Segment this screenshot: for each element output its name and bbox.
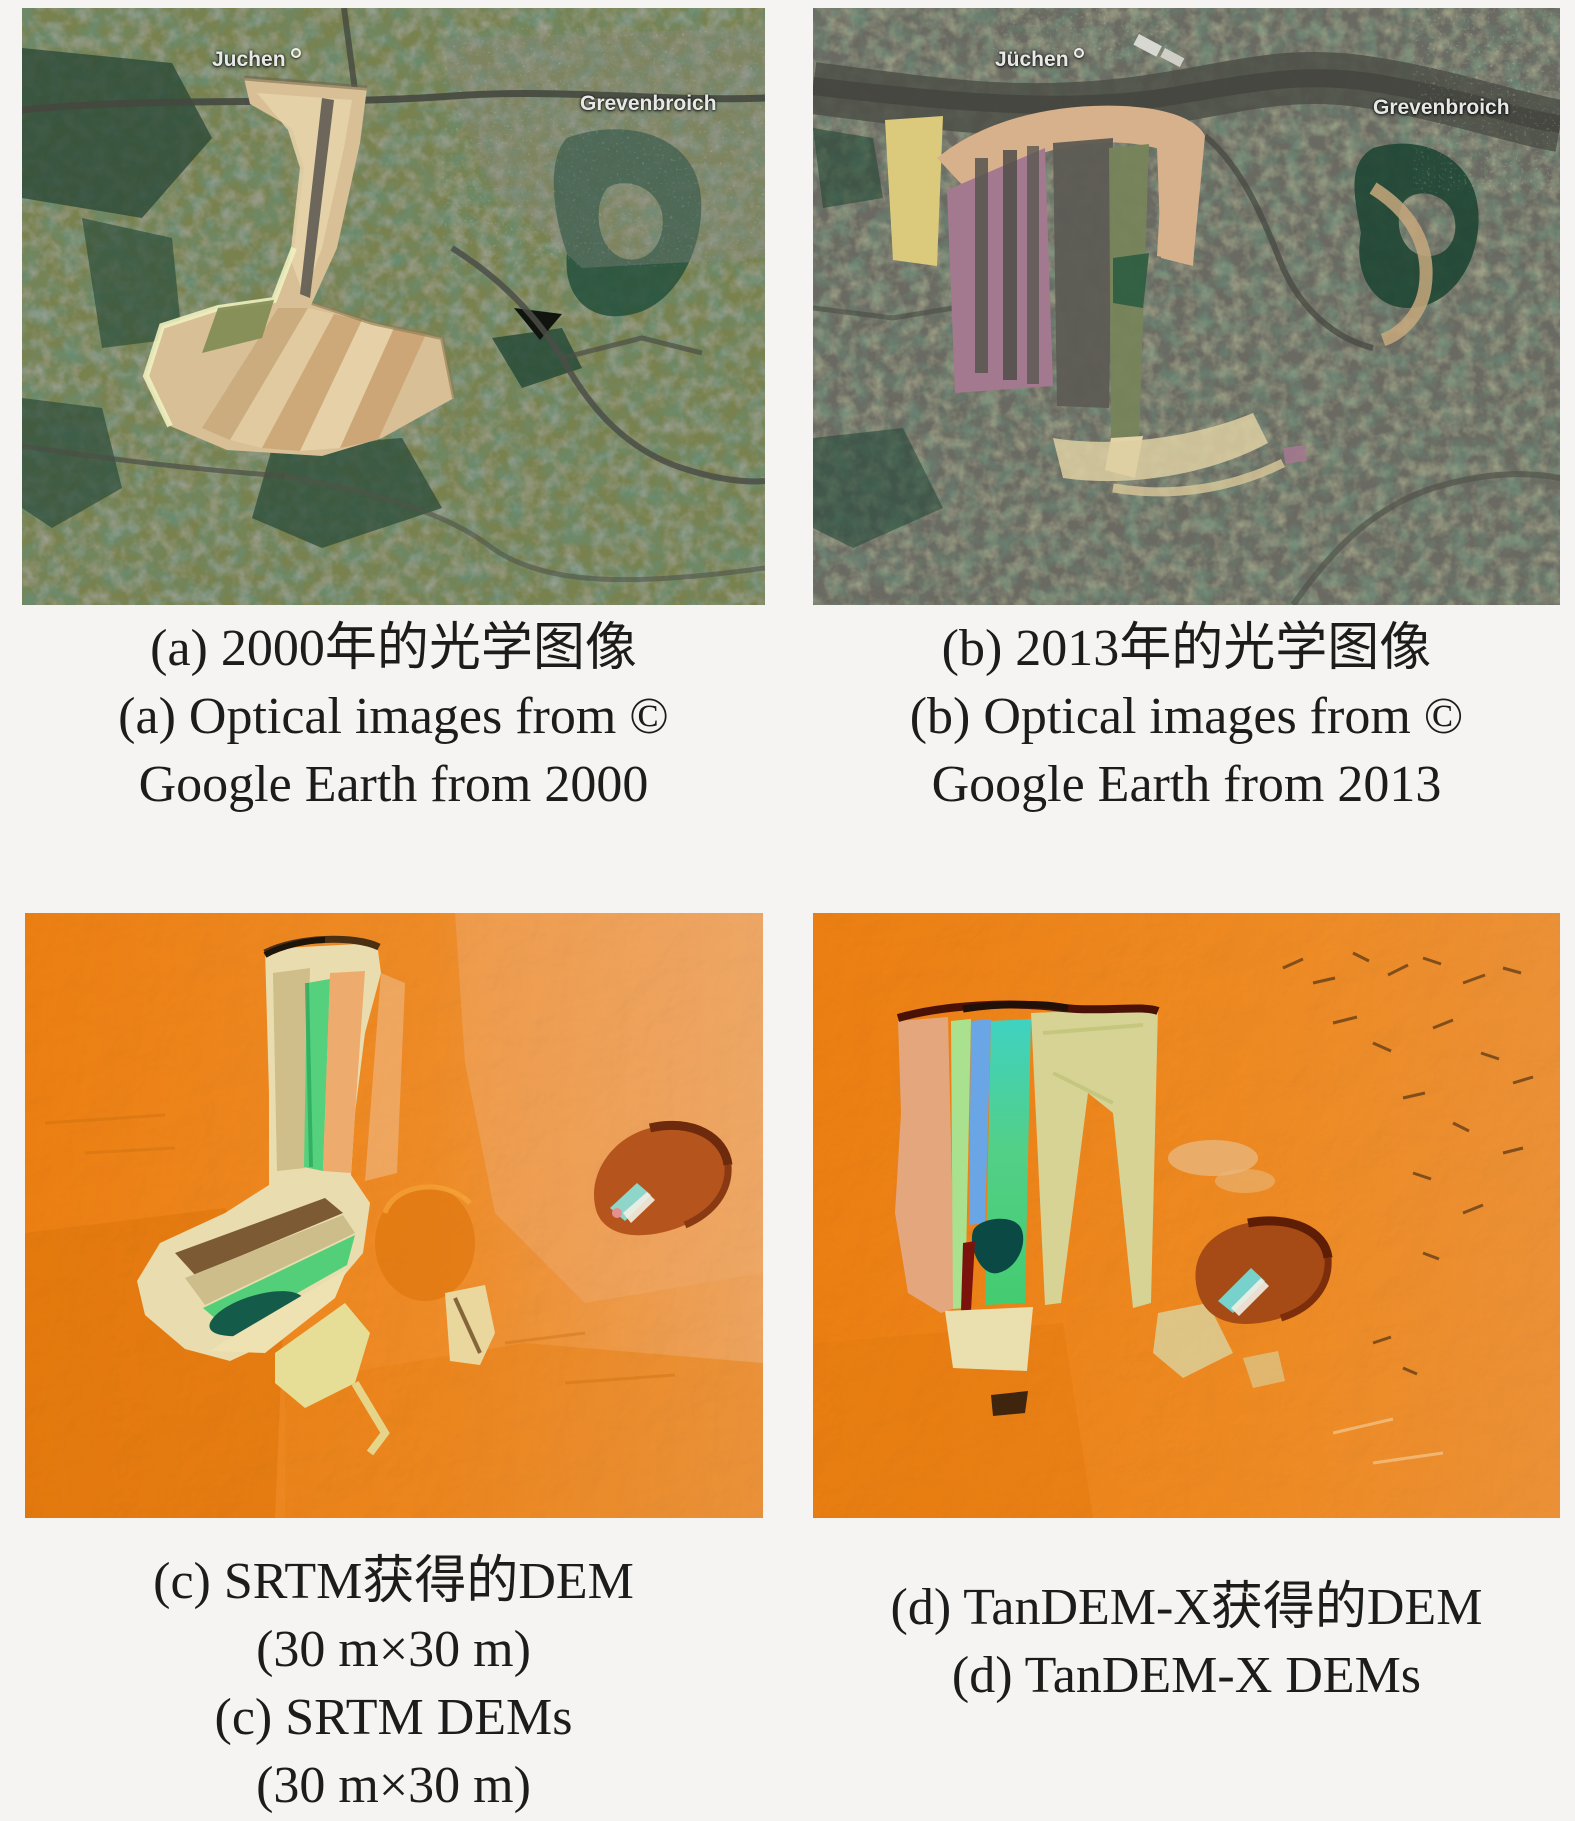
optical-image-2000-wrap: Juchen Grevenbroich <box>22 8 765 605</box>
panel-d: (d) TanDEM-X获得的DEM (d) TanDEM-X DEMs <box>813 913 1560 1820</box>
roads-2013 <box>813 8 1560 605</box>
srtm-features <box>374 1184 495 1365</box>
open-pit-mine-2013 <box>885 105 1433 497</box>
caption-c-line3: (c) SRTM DEMs <box>214 1689 573 1746</box>
tandemx-features <box>1153 1140 1444 1465</box>
map-label-juechen: Jüchen <box>995 48 1084 70</box>
open-pit-mine-2000 <box>142 75 456 456</box>
caption-c-line4: (30 m×30 m) <box>256 1757 531 1814</box>
optical-image-2013 <box>813 8 1560 605</box>
caption-a-line2: (a) Optical images from © <box>118 688 669 745</box>
map-label-juchen: Juchen <box>212 48 301 70</box>
caption-b-line1: (b) 2013年的光学图像 <box>941 620 1432 677</box>
optical-images-row: Juchen Grevenbroich (a) 2000年的光学图像 (a) O… <box>22 8 1560 819</box>
caption-b-line3: Google Earth from 2013 <box>931 756 1442 813</box>
tandemx-spoil-hill <box>1195 1216 1333 1324</box>
optical-image-2013-wrap: Jüchen Grevenbroich <box>813 8 1560 605</box>
terrain-scribbles <box>1282 951 1534 1376</box>
caption-c: (c) SRTM获得的DEM (30 m×30 m) (c) SRTM DEMs… <box>153 1548 634 1820</box>
caption-d-line1: (d) TanDEM-X获得的DEM <box>890 1579 1483 1636</box>
panel-a: Juchen Grevenbroich (a) 2000年的光学图像 (a) O… <box>22 8 765 819</box>
caption-d: (d) TanDEM-X获得的DEM (d) TanDEM-X DEMs <box>891 1574 1483 1710</box>
caption-a-line1: (a) 2000年的光学图像 <box>150 620 637 677</box>
tandemx-dem-wrap <box>813 913 1560 1518</box>
place-marker-icon <box>1073 48 1084 58</box>
optical-image-2000 <box>22 8 765 605</box>
tandemx-dem-image <box>813 913 1560 1518</box>
srtm-dem-image <box>24 913 763 1518</box>
panel-b: Jüchen Grevenbroich (b) 2013年的光学图像 (b) O… <box>813 8 1560 819</box>
caption-a-line3: Google Earth from 2000 <box>138 756 649 813</box>
caption-b-line2: (b) Optical images from © <box>909 688 1464 745</box>
caption-b: (b) 2013年的光学图像 (b) Optical images from ©… <box>910 615 1464 819</box>
srtm-dem-wrap <box>24 913 763 1518</box>
panel-c: (c) SRTM获得的DEM (30 m×30 m) (c) SRTM DEMs… <box>22 913 765 1820</box>
caption-d-line2: (d) TanDEM-X DEMs <box>951 1647 1422 1704</box>
tandemx-pit <box>895 1000 1160 1416</box>
dem-terrain-tandemx <box>813 913 1560 1518</box>
caption-c-line2: (30 m×30 m) <box>256 1621 531 1678</box>
srtm-pit <box>136 935 405 1456</box>
caption-c-line1: (c) SRTM获得的DEM <box>153 1553 634 1610</box>
terrain-2000 <box>22 8 765 605</box>
place-marker-icon <box>290 48 301 58</box>
caption-a: (a) 2000年的光学图像 (a) Optical images from ©… <box>118 615 669 819</box>
dem-images-row: (c) SRTM获得的DEM (30 m×30 m) (c) SRTM DEMs… <box>22 913 1560 1820</box>
srtm-spoil-hill <box>593 1120 732 1236</box>
